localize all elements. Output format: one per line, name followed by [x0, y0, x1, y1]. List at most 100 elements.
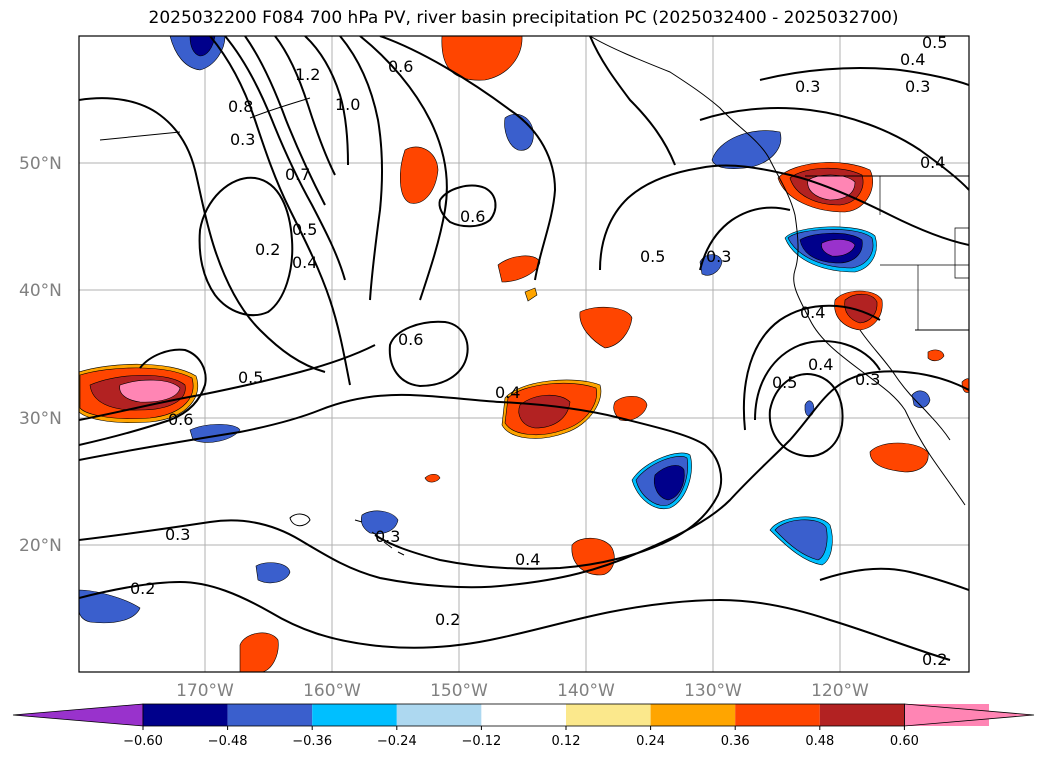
colorbar-tick-label: 0.60	[890, 734, 919, 749]
coastline-baja	[859, 329, 951, 441]
chart-title: 2025032200 F084 700 hPa PV, river basin …	[148, 8, 899, 28]
contour-label: 0.4	[920, 153, 945, 172]
colorbar-segment	[481, 704, 566, 726]
contour-label: 0.4	[495, 383, 520, 402]
contour-label: 0.3	[165, 525, 190, 544]
pv-contour-0.3-south	[79, 370, 969, 589]
colorbar-tick-label: 0.24	[636, 734, 665, 749]
contour-label: 0.4	[800, 303, 825, 322]
contour-label: 0.2	[255, 240, 280, 259]
longitude-labels: 170°W 160°W 150°W 140°W 130°W 120°W	[176, 681, 869, 701]
contour-label: 0.3	[795, 77, 820, 96]
contour-label: 0.5	[640, 247, 665, 266]
map-frame	[78, 35, 970, 673]
contour-label: 0.4	[292, 253, 317, 272]
colorbar-outline	[142, 703, 905, 727]
contour-label: 0.3	[905, 77, 930, 96]
pv-contour-0.2-west	[79, 97, 326, 373]
lon-label-160w: 160°W	[303, 681, 361, 701]
contour-label: 0.3	[375, 527, 400, 546]
pv-contour-0.3-east	[699, 206, 791, 271]
colorbar-segment	[396, 704, 482, 726]
pv-contour-0.2-southeast	[819, 567, 969, 591]
precip-negative-165w-18n	[255, 562, 291, 584]
precip-negative-122w-42n-peak	[821, 239, 856, 257]
contour-label: 0.4	[515, 550, 540, 569]
pv-contour-1.2-north	[274, 36, 336, 176]
precip-shading	[79, 36, 969, 672]
pv-contour-0.5-east-north	[759, 67, 969, 86]
colorbar-segment	[312, 704, 397, 726]
contour-label: 0.5	[238, 368, 263, 387]
pv-contour-0.4-north-east	[589, 36, 676, 166]
lat-label-30n: 30°N	[19, 409, 62, 429]
pv-contour-0.4-south	[79, 393, 723, 570]
pv-contour-0.6-north-pair	[224, 36, 346, 281]
precip-positive-165w-13n	[239, 632, 279, 672]
island-midway	[289, 513, 311, 527]
colorbar-tick-label: 0.12	[552, 734, 581, 749]
pv-contour-0.3-east-outer	[742, 304, 881, 431]
precip-negative-126w-20n-core	[774, 519, 828, 561]
precip-positive-tiny-2	[424, 473, 441, 483]
island-chain-hawaii	[354, 519, 405, 556]
colorbar-segment	[566, 704, 651, 726]
colorbar-tick-label: −0.60	[123, 734, 163, 749]
colorbar-extend-low	[12, 703, 144, 727]
contour-label: 0.3	[230, 130, 255, 149]
contour-label: 1.0	[335, 95, 360, 114]
contour-label: 0.4	[900, 50, 925, 69]
precip-negative-116w-30n	[911, 390, 931, 409]
precip-positive-west-peak	[119, 379, 181, 403]
precip-negative-135w-24n-core	[653, 465, 685, 501]
colorbar-tick-label: 0.48	[805, 734, 834, 749]
lat-label-40n: 40°N	[19, 281, 62, 301]
contour-label: 0.6	[460, 207, 485, 226]
colorbar-tick-label: −0.24	[377, 734, 417, 749]
coastline	[99, 36, 969, 556]
colorbar-tick-label: −0.36	[292, 734, 332, 749]
colorbar-tick-label: −0.12	[461, 734, 501, 749]
pv-contour-0.6-west	[79, 348, 207, 446]
colorbar-segment	[819, 704, 905, 726]
contour-label: 0.3	[706, 247, 731, 266]
contour-label: 0.5	[772, 373, 797, 392]
pv-contour-0.3-north	[209, 36, 351, 386]
lon-label-130w: 130°W	[684, 681, 742, 701]
lat-label-20n: 20°N	[19, 536, 62, 556]
pv-contour-0.6-loop	[388, 320, 469, 388]
pv-contour-0.5-north	[359, 36, 448, 301]
contour-label: 0.2	[435, 610, 460, 629]
colorbar-segment	[735, 704, 820, 726]
lon-label-140w: 140°W	[557, 681, 615, 701]
latitude-labels: 50°N 40°N 30°N 20°N	[19, 154, 62, 556]
precip-positive-157w	[400, 146, 439, 204]
pv-contour-0.5-central	[79, 344, 376, 421]
contour-label: 0.2	[130, 579, 155, 598]
contour-label: 0.5	[292, 220, 317, 239]
precip-positive-116w-25n	[869, 442, 929, 473]
precip-positive-145w-43n	[497, 255, 541, 283]
pv-contour-1.0-north	[304, 36, 349, 166]
pv-contour-0.5-north-east	[379, 36, 557, 281]
pv-contour-0.4-east-outer	[754, 340, 881, 421]
colorbar-segment	[227, 704, 313, 726]
precip-positive-112w-35n	[927, 349, 945, 362]
contour-label: 0.3	[855, 370, 880, 389]
colorbar-tick-label: −0.48	[208, 734, 248, 749]
pv-contour-0.2-south	[79, 580, 951, 661]
island-chain-aleutian	[99, 97, 311, 141]
contour-label: 0.6	[398, 330, 423, 349]
coastline-north-america	[589, 36, 966, 506]
lat-label-50n: 50°N	[19, 154, 62, 174]
precip-negative-130w-49n	[711, 130, 782, 170]
pv-contour-0.8-north	[244, 36, 326, 206]
precip-positive-137w-29n	[613, 396, 648, 421]
state-borders	[879, 176, 969, 330]
precip-positive-tiny-1	[524, 287, 538, 302]
colorbar-tick-label: 0.36	[721, 734, 750, 749]
colorbar-segment	[143, 704, 228, 726]
precip-negative-128w-42n	[699, 254, 723, 276]
pv-contour-0.7-north	[339, 36, 384, 301]
